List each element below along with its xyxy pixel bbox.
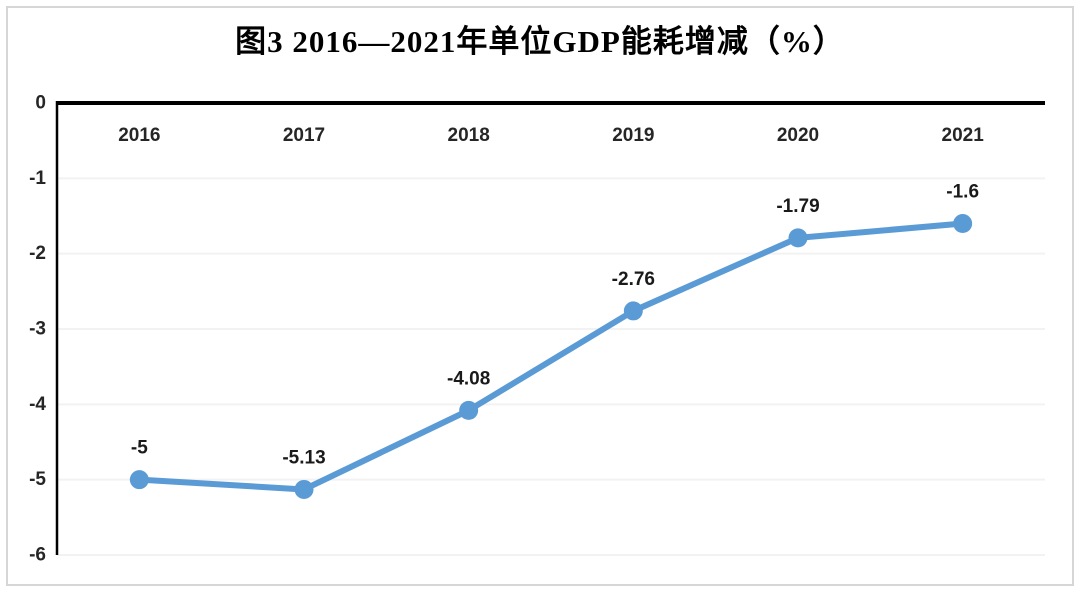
x-axis-category-label: 2016 bbox=[118, 125, 160, 146]
y-axis-tick-label: -3 bbox=[29, 319, 46, 340]
data-point-marker bbox=[788, 228, 808, 248]
data-point-label: -1.79 bbox=[776, 196, 819, 217]
data-point-marker bbox=[953, 214, 973, 234]
data-point-label: -5.13 bbox=[282, 447, 325, 468]
y-axis-tick-label: -1 bbox=[29, 168, 46, 189]
y-axis-tick-label: -6 bbox=[29, 545, 46, 566]
y-axis-tick-label: -5 bbox=[29, 469, 46, 490]
data-point-label: -5 bbox=[131, 438, 148, 459]
x-axis-category-label: 2018 bbox=[448, 125, 490, 146]
chart-title: 图3 2016—2021年单位GDP能耗增减（%） bbox=[235, 24, 845, 59]
data-point-marker bbox=[623, 301, 643, 321]
data-point-marker bbox=[129, 470, 149, 490]
data-point-label: -1.6 bbox=[946, 182, 979, 203]
data-point-marker bbox=[459, 400, 479, 420]
x-axis-category-label: 2021 bbox=[942, 125, 985, 146]
data-point-label: -4.08 bbox=[447, 368, 490, 389]
x-axis-category-label: 2017 bbox=[283, 125, 325, 146]
y-axis-tick-label: 0 bbox=[35, 93, 46, 114]
data-point-marker bbox=[294, 479, 314, 499]
data-line bbox=[136, 220, 966, 493]
data-point-label: -2.76 bbox=[612, 269, 655, 290]
x-axis-category-label: 2020 bbox=[777, 125, 819, 146]
y-axis-tick-label: -2 bbox=[29, 243, 46, 264]
x-axis-category-label: 2019 bbox=[612, 125, 654, 146]
y-axis-tick-label: -4 bbox=[29, 394, 46, 415]
